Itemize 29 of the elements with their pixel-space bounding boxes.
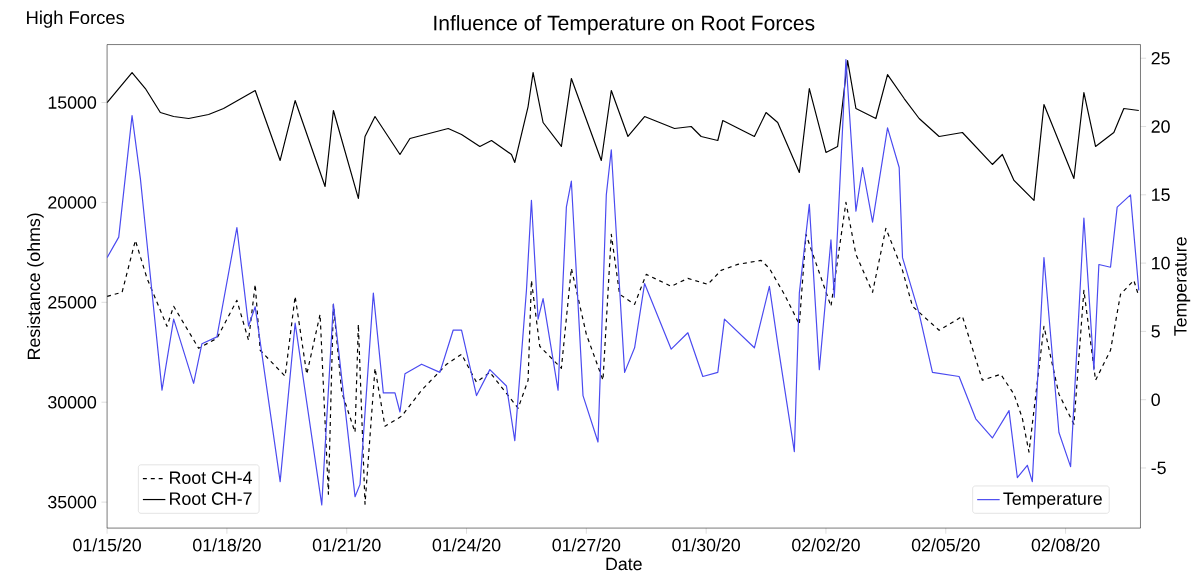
y-tick-label: 25000	[48, 296, 97, 309]
x-tick-label: 01/30/20	[672, 538, 741, 552]
y-axis-title: Resistance (ohms)	[27, 213, 44, 360]
x-tick-label: 02/02/20	[792, 538, 860, 552]
y-tick-label: 15000	[48, 96, 97, 109]
legend-label: Temperature	[1003, 492, 1102, 509]
y-tick-label: 20000	[48, 196, 97, 209]
y2-tick-label: 25	[1151, 52, 1170, 65]
y2-tick-label: 5	[1151, 325, 1160, 338]
y-tick-label: 30000	[48, 396, 97, 409]
x-tick-label: 01/27/20	[552, 538, 621, 552]
legend-label: Root CH-7	[170, 492, 252, 506]
x-tick-label: 01/24/20	[432, 538, 501, 552]
x-tick-label: 02/08/20	[1031, 538, 1100, 552]
x-tick-label: 02/05/20	[911, 538, 980, 552]
y2-tick-label: 15	[1152, 188, 1170, 202]
chart-title: Influence of Temperature on Root Forces	[434, 15, 815, 35]
x-tick-label: 01/21/20	[312, 538, 381, 552]
text: High Forces	[27, 10, 125, 28]
y2-axis-title: Temperature	[1174, 237, 1191, 336]
y2-tick-label: 0	[1151, 393, 1160, 407]
x-tick-label: 01/15/20	[73, 538, 141, 552]
legend-label: Root CH-4	[170, 471, 252, 485]
y2-tick-label: 20	[1151, 120, 1170, 133]
y-tick-label: 35000	[48, 496, 97, 509]
y2-tick-label: -5	[1151, 461, 1166, 475]
y2-tick-label: 10	[1152, 257, 1170, 270]
x-axis-title: Date	[606, 558, 642, 571]
x-tick-label: 01/18/20	[193, 538, 261, 552]
